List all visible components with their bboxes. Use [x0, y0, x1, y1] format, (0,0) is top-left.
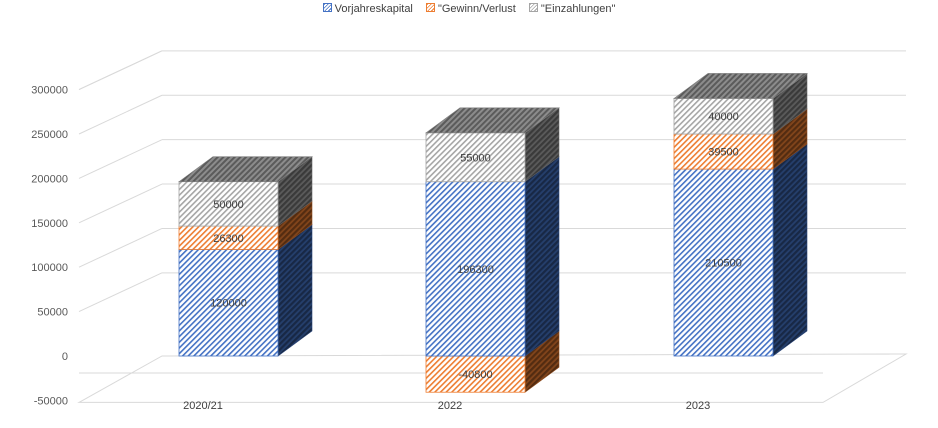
bar-2022-gewinnverlust: -40800	[425, 330, 560, 393]
gridline-side-top	[78, 50, 163, 91]
bar-2020/21-gewinnverlust: 26300	[178, 200, 313, 251]
bar-front	[673, 168, 774, 357]
bar-front	[425, 132, 526, 183]
bar-side	[772, 143, 808, 357]
legend-label-1: "Gewinn/Verlust	[437, 3, 516, 15]
data-label: 196300	[457, 264, 494, 276]
floor-outline	[77, 353, 908, 403]
bar-front	[425, 181, 526, 357]
y-tick-label: 200000	[31, 173, 68, 185]
legend-swatch-2	[528, 3, 538, 12]
y-tick-label: 0	[62, 351, 68, 363]
bar-front	[178, 181, 279, 227]
legend-item-1: "Gewinn/Verlust	[425, 3, 516, 15]
x-tick-label: 2020/21	[183, 400, 223, 412]
y-tick-label: 50000	[37, 307, 68, 319]
y-tick-label: 300000	[31, 85, 68, 97]
bar-2022-vorjahreskapital: 196300	[425, 156, 560, 357]
gridline-side-2	[78, 272, 163, 313]
x-tick-label: 2022	[438, 400, 462, 412]
y-tick-label: 150000	[31, 218, 68, 230]
y-tick-label: -50000	[34, 395, 68, 407]
bar-top	[178, 156, 313, 182]
data-label: 120000	[210, 298, 247, 310]
y-axis: -50000 0 50000 100000 150000 200000 250000 3000…	[31, 85, 68, 408]
bar-2023-gewinnverlust: 39500	[673, 108, 808, 170]
gridline-side-3	[78, 227, 163, 268]
bar-front	[425, 355, 526, 393]
bars: 120000 26300 50000 -40800 196300 55000 210500 3…	[178, 72, 808, 393]
bar-2020/21-vorjahreskapital: 120000	[178, 223, 313, 357]
data-label: 39500	[708, 147, 739, 159]
bar-side	[524, 156, 560, 357]
gridline-side-6	[78, 94, 163, 135]
data-label: 40000	[708, 111, 739, 123]
gridline-side-5	[78, 139, 163, 179]
bar-front	[673, 98, 774, 135]
bar-front	[178, 249, 279, 357]
data-label: 26300	[213, 233, 244, 245]
bar-2022-einzahlungen: 55000	[425, 107, 560, 183]
legend-swatch-0	[322, 3, 332, 12]
bar-2023-vorjahreskapital: 210500	[673, 143, 808, 357]
legend-item-0: Vorjahreskapital	[322, 3, 413, 15]
legend-swatch-1	[425, 3, 435, 12]
bar-top	[425, 107, 560, 134]
legend-label-2: "Einzahlungen"	[540, 3, 616, 15]
data-label: -40800	[458, 369, 492, 381]
x-axis: 2020/21 2022 2023	[183, 400, 710, 412]
legend-item-2: "Einzahlungen"	[528, 3, 616, 15]
bar-2023-einzahlungen: 40000	[673, 72, 808, 135]
legend-label-0: Vorjahreskapital	[334, 3, 413, 15]
data-label: 210500	[705, 258, 742, 270]
y-tick-label: 100000	[31, 262, 68, 274]
legend: Vorjahreskapital "Gewinn/Verlust "Einzah…	[0, 3, 938, 15]
x-tick-label: 2023	[686, 400, 710, 412]
gridline-side-4	[78, 183, 163, 224]
y-tick-label: 250000	[31, 129, 68, 141]
bar-2020/21-einzahlungen: 50000	[178, 156, 313, 227]
data-label: 50000	[213, 199, 244, 211]
data-label: 55000	[460, 152, 491, 164]
bar-top	[673, 73, 808, 99]
